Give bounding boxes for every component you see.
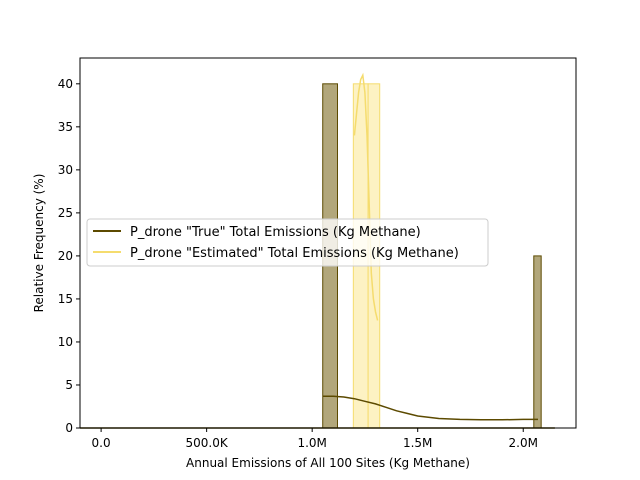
y-tick-label-7: 35 xyxy=(58,120,73,134)
x-axis-label: Annual Emissions of All 100 Sites (Kg Me… xyxy=(186,456,470,470)
y-tick-label-1: 5 xyxy=(65,378,73,392)
x-tick-label-1: 500.0K xyxy=(186,436,229,450)
legend-label-true: P_drone "True" Total Emissions (Kg Metha… xyxy=(130,225,421,240)
kde-curve-true xyxy=(322,395,538,421)
y-tick-label-5: 25 xyxy=(58,206,73,220)
y-axis-label: Relative Frequency (%) xyxy=(32,174,46,313)
x-axis-ticks: 0.0 500.0K 1.0M 1.5M 2.0M xyxy=(92,428,538,450)
y-tick-label-2: 10 xyxy=(58,335,73,349)
axes-frame xyxy=(79,57,577,429)
kde-curve-estimated xyxy=(353,72,379,321)
y-tick-label-6: 30 xyxy=(58,163,73,177)
legend-box xyxy=(86,218,489,267)
legend: P_drone "True" Total Emissions (Kg Metha… xyxy=(86,218,489,267)
y-tick-label-3: 15 xyxy=(58,292,73,306)
x-tick-label-0: 0.0 xyxy=(92,436,111,450)
legend-label-estimated: P_drone "Estimated" Total Emissions (Kg … xyxy=(130,246,459,261)
y-tick-label-8: 40 xyxy=(58,77,73,91)
histogram-bar-true-1 xyxy=(533,255,542,429)
x-tick-label-2: 1.0M xyxy=(297,436,326,450)
y-axis-ticks: 0 5 10 15 20 25 30 35 40 xyxy=(58,77,80,435)
y-tick-label-0: 0 xyxy=(65,421,73,435)
y-tick-label-4: 20 xyxy=(58,249,73,263)
x-tick-label-3: 1.5M xyxy=(403,436,432,450)
x-tick-label-4: 2.0M xyxy=(509,436,538,450)
